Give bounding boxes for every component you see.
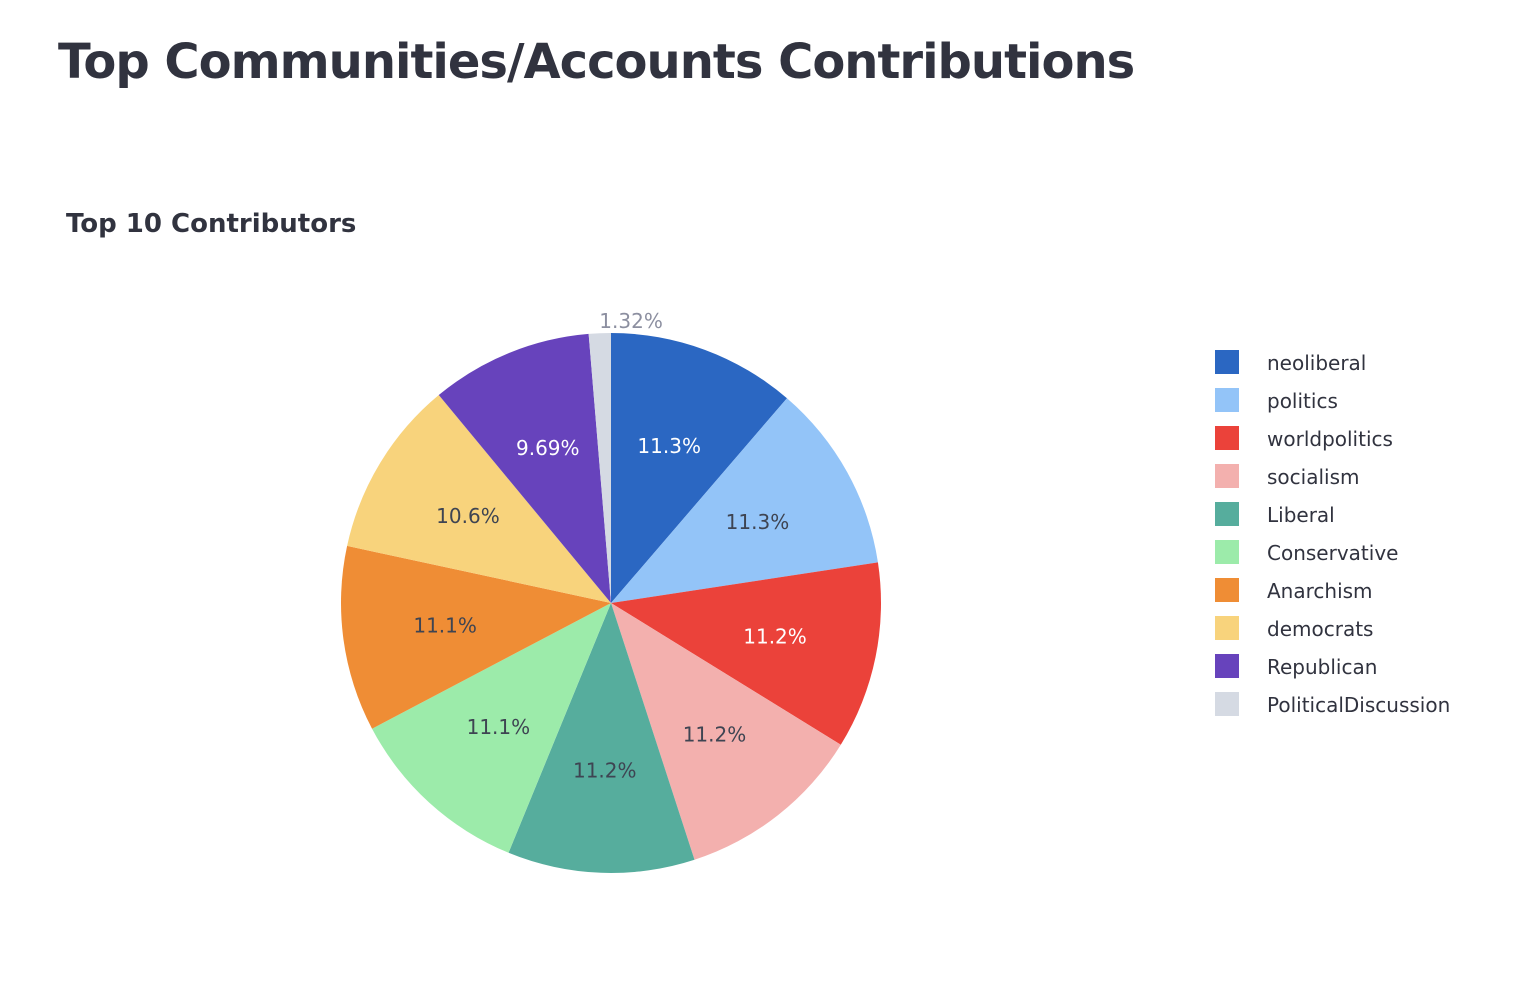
chart-title: Top 10 Contributors [66, 209, 356, 239]
legend-item-democrats[interactable]: democrats [1215, 616, 1373, 641]
slice-label-neoliberal: 11.3% [637, 434, 701, 458]
pie-slice-anarchism[interactable] [340, 545, 611, 729]
legend-label-republican: Republican [1267, 655, 1377, 679]
legend-label-liberal: Liberal [1267, 503, 1335, 527]
slice-label-socialism: 11.2% [683, 723, 747, 747]
legend-item-worldpolitics[interactable]: worldpolitics [1215, 426, 1393, 451]
legend-label-conservative: Conservative [1267, 541, 1398, 565]
pie-slice-politics[interactable] [611, 398, 878, 603]
slice-label-worldpolitics: 11.2% [743, 624, 807, 648]
pie-slice-conservative[interactable] [372, 603, 611, 853]
legend-swatch-neoliberal [1215, 350, 1239, 374]
pie-slice-worldpolitics[interactable] [611, 562, 881, 745]
slice-label-republican: 9.69% [516, 436, 580, 460]
pie-chart: Top 10 Contributors 11.3% 11.3% 11.2% 11.2%… [66, 209, 1450, 873]
legend-swatch-liberal [1215, 502, 1239, 526]
pie-slices [340, 333, 881, 873]
legend-label-worldpolitics: worldpolitics [1267, 427, 1393, 451]
pie-slice-labels: 11.3% 11.3% 11.2% 11.2% 11.2% 11.1% 11.1% 10.6%… [413, 309, 806, 782]
legend-item-political-discussion[interactable]: PoliticalDiscussion [1215, 692, 1450, 717]
pie-slice-republican[interactable] [438, 333, 611, 603]
pie-slice-democrats[interactable] [347, 395, 611, 603]
pie-slice-neoliberal[interactable] [611, 333, 787, 603]
legend-swatch-republican [1215, 654, 1239, 678]
legend-item-liberal[interactable]: Liberal [1215, 502, 1335, 527]
legend-item-anarchism[interactable]: Anarchism [1215, 578, 1373, 603]
legend-item-republican[interactable]: Republican [1215, 654, 1377, 679]
slice-label-anarchism: 11.1% [413, 614, 477, 638]
pie-slice-political-discussion[interactable] [588, 333, 611, 603]
legend-swatch-socialism [1215, 464, 1239, 488]
legend-label-political-discussion: PoliticalDiscussion [1267, 693, 1450, 717]
legend: neoliberal politics worldpolitics socialism… [1215, 350, 1450, 717]
legend-item-neoliberal[interactable]: neoliberal [1215, 350, 1366, 375]
pie-slice-liberal[interactable] [508, 603, 695, 873]
legend-item-politics[interactable]: politics [1215, 388, 1338, 413]
legend-swatch-politics [1215, 388, 1239, 412]
legend-item-conservative[interactable]: Conservative [1215, 540, 1398, 565]
legend-swatch-worldpolitics [1215, 426, 1239, 450]
slice-label-politics: 11.3% [726, 510, 790, 534]
slice-label-liberal: 11.2% [573, 758, 637, 782]
pie-chart-container: Top 10 Contributors 11.3% 11.3% 11.2% 11.2%… [0, 180, 1531, 960]
legend-swatch-conservative [1215, 540, 1239, 564]
pie-slice-socialism[interactable] [611, 603, 841, 860]
legend-item-socialism[interactable]: socialism [1215, 464, 1359, 489]
legend-label-socialism: socialism [1267, 465, 1359, 489]
legend-label-anarchism: Anarchism [1267, 579, 1373, 603]
legend-label-neoliberal: neoliberal [1267, 351, 1366, 375]
legend-swatch-anarchism [1215, 578, 1239, 602]
page-title: Top Communities/Accounts Contributions [58, 34, 1135, 90]
legend-swatch-political-discussion [1215, 692, 1239, 716]
legend-label-democrats: democrats [1267, 617, 1373, 641]
legend-swatch-democrats [1215, 616, 1239, 640]
slice-label-political-discussion: 1.32% [599, 309, 663, 333]
legend-label-politics: politics [1267, 389, 1338, 413]
slice-label-democrats: 10.6% [436, 504, 500, 528]
slice-label-conservative: 11.1% [467, 715, 531, 739]
